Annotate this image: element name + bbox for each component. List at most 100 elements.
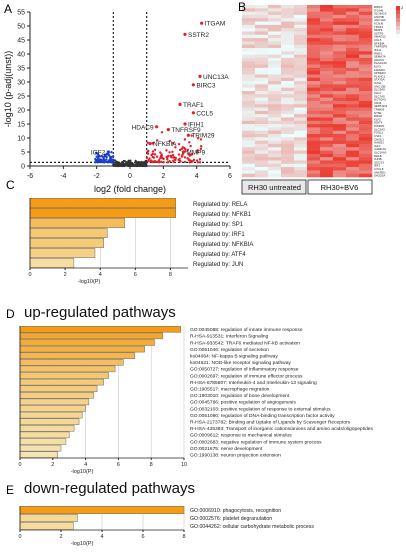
heatmap-row-label: UNC5B	[374, 15, 384, 19]
heatmap-cell	[242, 38, 256, 42]
heatmap-cell	[255, 41, 269, 45]
heatmap-cell	[268, 117, 282, 122]
heatmap-cell	[346, 114, 360, 118]
heatmap-cell	[307, 64, 321, 69]
heatmap-cell	[333, 24, 347, 29]
heatmap-cell	[268, 143, 282, 148]
heatmap-cell	[333, 143, 347, 148]
heatmap-cell	[281, 81, 295, 85]
heatmap-cell	[320, 41, 334, 45]
heatmap-row-label: PIK3IP1	[374, 124, 385, 128]
volcano-point-ns	[115, 163, 118, 166]
heatmap-cell	[294, 11, 308, 16]
heatmap-row-label: CXCL8	[374, 167, 384, 171]
heatmap-cell	[281, 104, 295, 108]
volcano-point-up	[192, 158, 196, 162]
heatmap-cell	[359, 38, 373, 42]
volcano-point-ns	[129, 159, 132, 162]
heatmap-cell	[281, 11, 295, 16]
heatmap-cell	[307, 163, 321, 168]
heatmap-cell	[320, 140, 334, 145]
heatmap-cell	[242, 67, 256, 72]
heatmap-cell	[294, 97, 308, 102]
heatmap-cell	[307, 167, 321, 171]
heatmap-cell	[307, 57, 321, 62]
heatmap-cell	[268, 160, 282, 165]
heatmap-cell	[359, 14, 373, 19]
heatmap-cell	[294, 130, 308, 135]
heatmap-cell	[242, 100, 256, 105]
heatmap-cell	[268, 94, 282, 98]
heatmap-cell	[333, 81, 347, 85]
heatmap-row-label: UNC13B	[374, 84, 385, 88]
heatmap-row-label: KLF4	[374, 91, 381, 95]
volcano-point-up	[180, 155, 184, 158]
volcano-point-up	[172, 156, 175, 159]
heatmap-cell	[346, 28, 360, 32]
volcano-point-ns	[117, 163, 121, 166]
heatmap-row-label: IGF2	[374, 144, 381, 148]
volcano-point-down	[108, 160, 112, 164]
heatmap-cell	[359, 110, 373, 115]
heatmap-cell	[320, 130, 334, 135]
volcano-point-down	[96, 152, 99, 155]
heatmap-cell	[281, 97, 295, 102]
heatmap-cell	[320, 34, 334, 39]
volcano-point-up	[161, 156, 164, 160]
bar	[19, 411, 83, 419]
heatmap-cell	[281, 57, 295, 62]
volcano-point-up	[195, 159, 199, 162]
heatmap-row-label: IFIH1	[374, 48, 381, 52]
heatmap-row-label: SMAD12	[374, 35, 386, 39]
heatmap-cell	[281, 134, 295, 138]
heatmap-cell	[255, 157, 269, 161]
heatmap-cell	[294, 5, 308, 9]
heatmap-cell	[281, 77, 295, 82]
volcano-point-up	[168, 139, 172, 143]
heatmap-cell	[333, 11, 347, 16]
heatmap-cell	[242, 18, 256, 22]
heatmap-cell	[281, 31, 295, 36]
heatmap-cell	[268, 31, 282, 36]
volcano-point-up	[150, 159, 153, 162]
heatmap-cell	[294, 160, 308, 165]
heatmap-cell	[359, 5, 373, 9]
heatmap-cell	[294, 173, 308, 178]
volcano-point-up	[190, 134, 193, 137]
volcano-point-ns	[137, 161, 140, 164]
heatmap-cell	[346, 21, 360, 26]
heatmap-cell	[359, 100, 373, 105]
heatmap-cell	[255, 31, 269, 36]
heatmap-cell	[242, 167, 256, 171]
bar	[29, 208, 176, 218]
heatmap-cell	[268, 173, 282, 178]
heatmap-cell	[320, 117, 334, 122]
heatmap-cell	[346, 77, 360, 82]
heatmap-cell	[268, 130, 282, 135]
heatmap-cell	[255, 57, 269, 62]
heatmap-cell	[307, 100, 321, 105]
heatmap-cell	[255, 77, 269, 82]
heatmap-row-label: CAMK2A	[374, 147, 386, 151]
bar-category-label: GO:0051046: regulation of secretion	[190, 347, 269, 353]
heatmap-cell	[307, 24, 321, 29]
volcano-point-down	[105, 158, 108, 161]
heatmap-cell	[359, 91, 373, 95]
heatmap-cell	[242, 61, 256, 65]
heatmap-cell	[346, 8, 360, 12]
heatmap-cell	[242, 160, 256, 165]
bar	[19, 365, 116, 373]
volcano-point-up	[174, 146, 177, 149]
heatmap-cell	[242, 31, 256, 36]
heatmap-cell	[346, 127, 360, 131]
heatmap-cell	[333, 137, 347, 141]
volcano-point-down	[94, 161, 97, 164]
heatmap-cell	[281, 157, 295, 161]
heatmap-cell	[294, 18, 308, 22]
volcano-gene-label: TRIM29	[191, 133, 215, 140]
volcano-x-tick-label: 2	[161, 173, 165, 180]
volcano-point-up	[186, 148, 190, 151]
volcano-point-up	[196, 136, 200, 140]
volcano-point-up	[153, 160, 156, 163]
volcano-point-ns	[122, 159, 125, 163]
